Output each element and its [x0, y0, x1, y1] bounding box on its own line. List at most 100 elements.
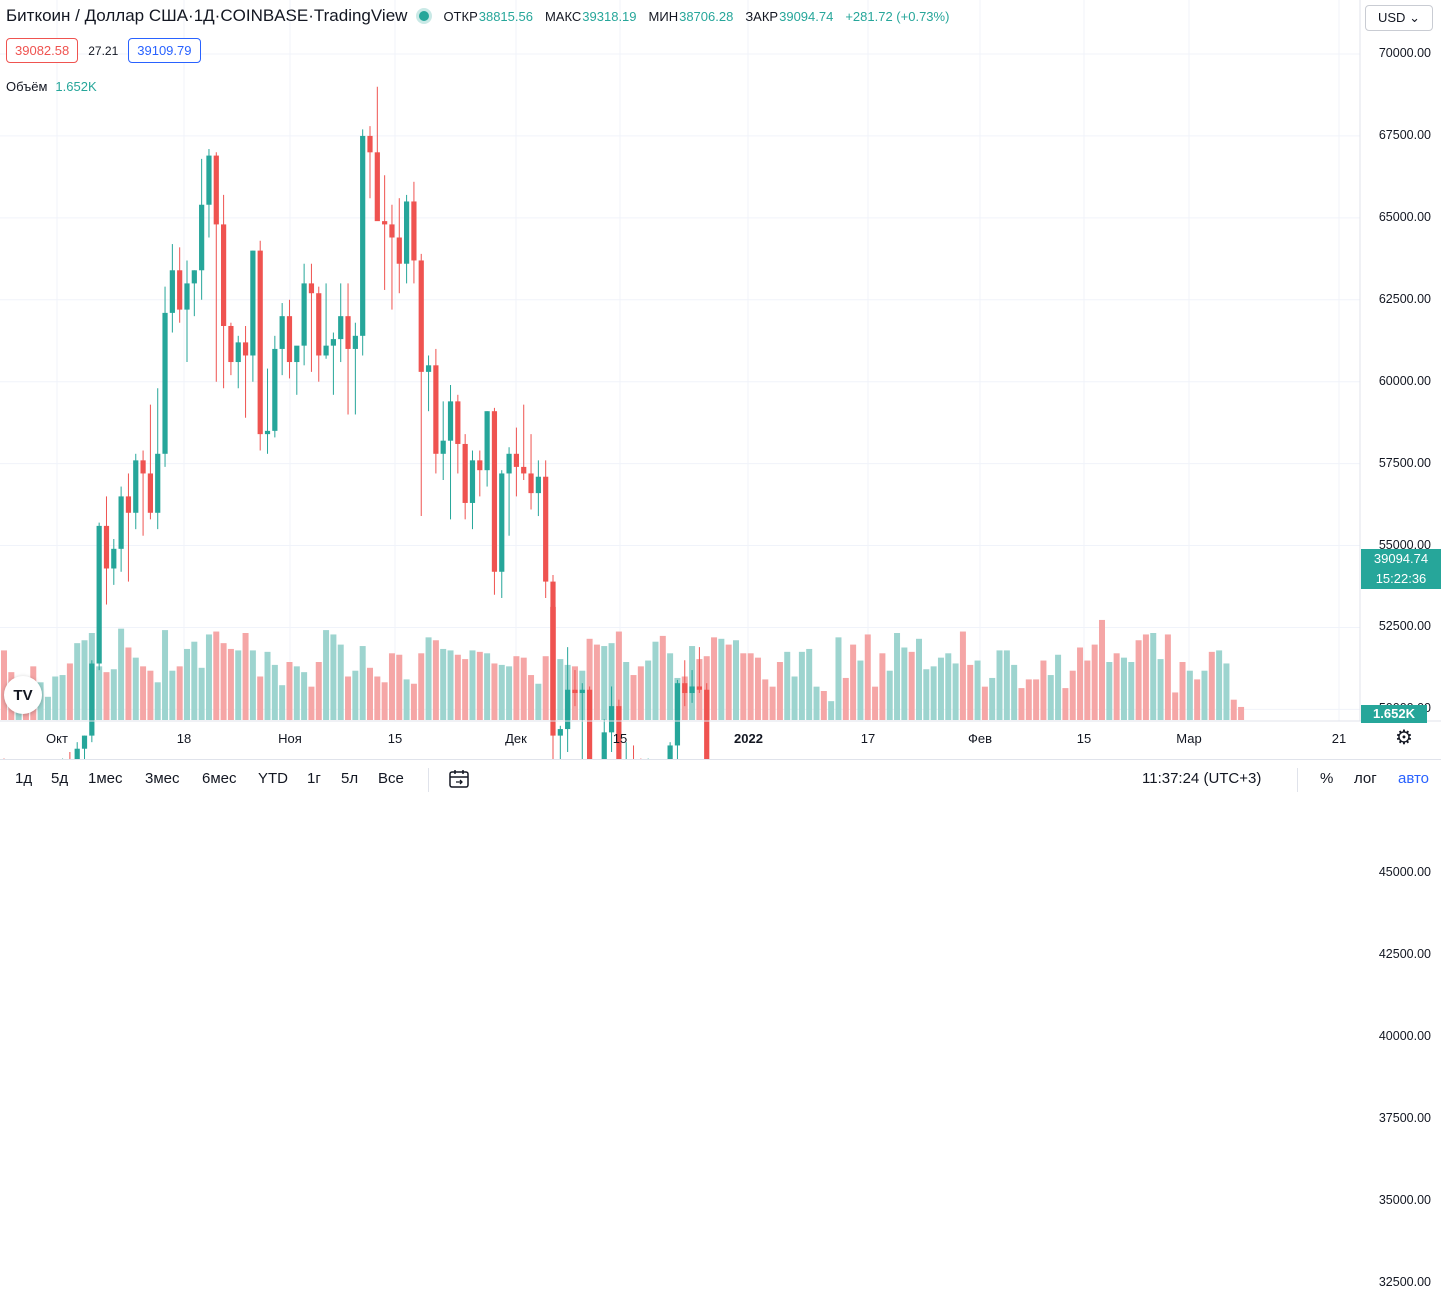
- volume-bar: [469, 650, 475, 720]
- volume-bar: [1062, 688, 1068, 720]
- volume-bar: [1099, 620, 1105, 720]
- candle: [411, 182, 416, 284]
- volume-bar: [118, 629, 124, 720]
- candle: [441, 401, 446, 480]
- sell-button[interactable]: 39082.58: [6, 38, 78, 63]
- volume-bar: [938, 658, 944, 720]
- volume-bar: [191, 642, 197, 720]
- volume-bar: [147, 671, 153, 720]
- time-tick: Ноя: [276, 731, 304, 746]
- range-5d[interactable]: 5д: [51, 770, 68, 787]
- candle: [616, 700, 621, 759]
- volume-bar: [887, 671, 893, 720]
- volume-bar: [352, 671, 358, 720]
- bottom-toolbar: 1д 5д 1мес 3мес 6мес YTD 1г 5л Все 11:37…: [0, 759, 1441, 800]
- volume-bar: [1004, 650, 1010, 720]
- candle: [221, 195, 226, 388]
- volume-bar: [1106, 662, 1112, 720]
- buy-button[interactable]: 39109.79: [128, 38, 200, 63]
- open-label: ОТКР: [443, 9, 477, 24]
- volume-bar: [1055, 655, 1061, 720]
- volume-bar: [1201, 671, 1207, 720]
- range-1d[interactable]: 1д: [15, 770, 32, 787]
- low-field: МИН38706.28: [649, 9, 734, 24]
- volume-bar: [323, 630, 329, 720]
- low-label: МИН: [649, 9, 679, 24]
- time-tick: Фев: [966, 731, 994, 746]
- volume-bar: [389, 653, 395, 720]
- range-6m[interactable]: 6мес: [202, 770, 237, 787]
- auto-toggle[interactable]: авто: [1398, 770, 1429, 787]
- time-tick: 18: [170, 731, 198, 746]
- live-dot-icon: [419, 11, 429, 21]
- candle: [675, 680, 680, 759]
- candle: [404, 195, 409, 283]
- volume-bar: [279, 685, 285, 720]
- volume-bar: [96, 666, 102, 720]
- low-value: 38706.28: [679, 9, 733, 24]
- candle: [228, 323, 233, 375]
- spread-value: 27.21: [88, 44, 118, 58]
- volume-bar: [272, 665, 278, 720]
- candle: [192, 270, 197, 316]
- range-1y[interactable]: 1г: [307, 770, 321, 787]
- percent-toggle[interactable]: %: [1320, 770, 1333, 787]
- volume-legend[interactable]: Объём 1.652K: [6, 79, 97, 94]
- volume-bar: [1194, 679, 1200, 720]
- clock-timezone[interactable]: 11:37:24 (UTC+3): [1142, 770, 1261, 787]
- calendar-range-icon[interactable]: [448, 768, 470, 790]
- volume-bar: [557, 659, 563, 720]
- volume-bar: [1172, 692, 1178, 720]
- log-toggle[interactable]: лог: [1354, 770, 1377, 787]
- range-3m[interactable]: 3мес: [145, 770, 180, 787]
- range-ytd[interactable]: YTD: [258, 770, 288, 787]
- volume-bar: [631, 675, 637, 720]
- volume-bar: [513, 656, 519, 720]
- volume-bar: [1165, 634, 1171, 720]
- volume-bar: [982, 687, 988, 720]
- gear-icon[interactable]: ⚙: [1392, 726, 1416, 750]
- volume-bar: [1033, 679, 1039, 720]
- candle: [199, 159, 204, 300]
- candle: [631, 745, 636, 759]
- candle: [82, 736, 87, 759]
- interval-label[interactable]: 1Д: [194, 6, 215, 26]
- price-tick: 67500.00: [1379, 128, 1431, 142]
- candle: [177, 247, 182, 322]
- symbol-name[interactable]: Биткоин / Доллар США: [6, 6, 188, 26]
- volume-bar: [60, 675, 66, 720]
- volume-bar: [374, 677, 380, 721]
- volume-bar: [1040, 661, 1046, 720]
- volume-bar: [923, 669, 929, 720]
- volume-bar: [975, 661, 981, 720]
- candle: [67, 752, 72, 759]
- volume-bar: [857, 661, 863, 720]
- range-1m[interactable]: 1мес: [88, 770, 123, 787]
- price-tick: 65000.00: [1379, 210, 1431, 224]
- volume-bar: [894, 633, 900, 720]
- candle: [104, 496, 109, 604]
- price-chart[interactable]: [0, 0, 1441, 759]
- volume-bar: [235, 650, 241, 720]
- volume-bar: [1209, 652, 1215, 720]
- volume-bar: [931, 666, 937, 720]
- volume-bar: [155, 682, 161, 720]
- volume-bar: [1238, 707, 1244, 720]
- divider: [1297, 768, 1298, 792]
- volume-bar: [843, 678, 849, 720]
- last-price-value: 39094.74: [1361, 549, 1441, 569]
- range-all[interactable]: Все: [378, 770, 404, 787]
- volume-bar: [594, 645, 600, 720]
- volume-bar: [250, 650, 256, 720]
- candle: [294, 346, 299, 395]
- volume-bar: [433, 640, 439, 720]
- volume-bar: [1216, 650, 1222, 720]
- candle: [214, 152, 219, 381]
- candle: [323, 283, 328, 358]
- volume-bar: [945, 653, 951, 720]
- volume-bar: [1048, 675, 1054, 720]
- currency-selector[interactable]: USD ⌄: [1365, 5, 1433, 31]
- range-5y[interactable]: 5л: [341, 770, 358, 787]
- tradingview-logo-icon[interactable]: TV: [4, 676, 42, 714]
- volume-bar: [243, 633, 249, 720]
